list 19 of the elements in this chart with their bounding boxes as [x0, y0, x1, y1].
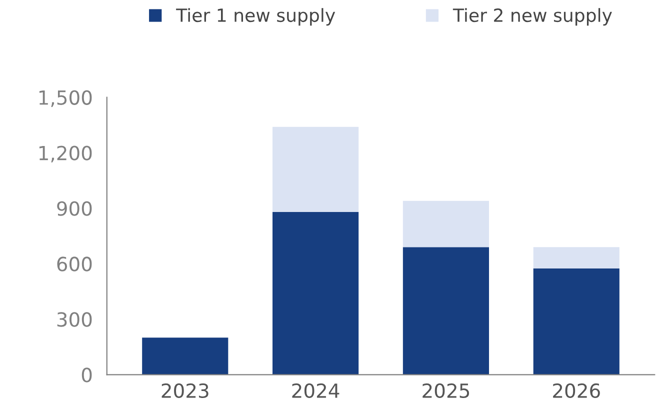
legend-label: Tier 2 new supply — [452, 8, 612, 26]
bar — [533, 247, 620, 268]
legend-label: Tier 1 new supply — [176, 8, 336, 26]
x-tick-label: 2025 — [422, 383, 470, 398]
bar — [272, 126, 359, 212]
y-tick-label: 900 — [57, 201, 92, 216]
y-tick-label: 1,500 — [39, 90, 92, 107]
bar — [533, 268, 620, 375]
bar — [402, 200, 490, 248]
bar — [402, 247, 490, 375]
y-tick-label: 1,200 — [39, 146, 92, 162]
y-tick-label: 600 — [57, 256, 92, 272]
bar — [142, 338, 228, 375]
x-tick-label: 2026 — [553, 383, 600, 398]
y-tick-label: 300 — [57, 312, 92, 327]
x-tick-label: 2023 — [162, 383, 208, 398]
y-tick-label: 0 — [82, 368, 92, 382]
x-tick-label: 2024 — [292, 383, 340, 398]
bar — [272, 212, 359, 375]
